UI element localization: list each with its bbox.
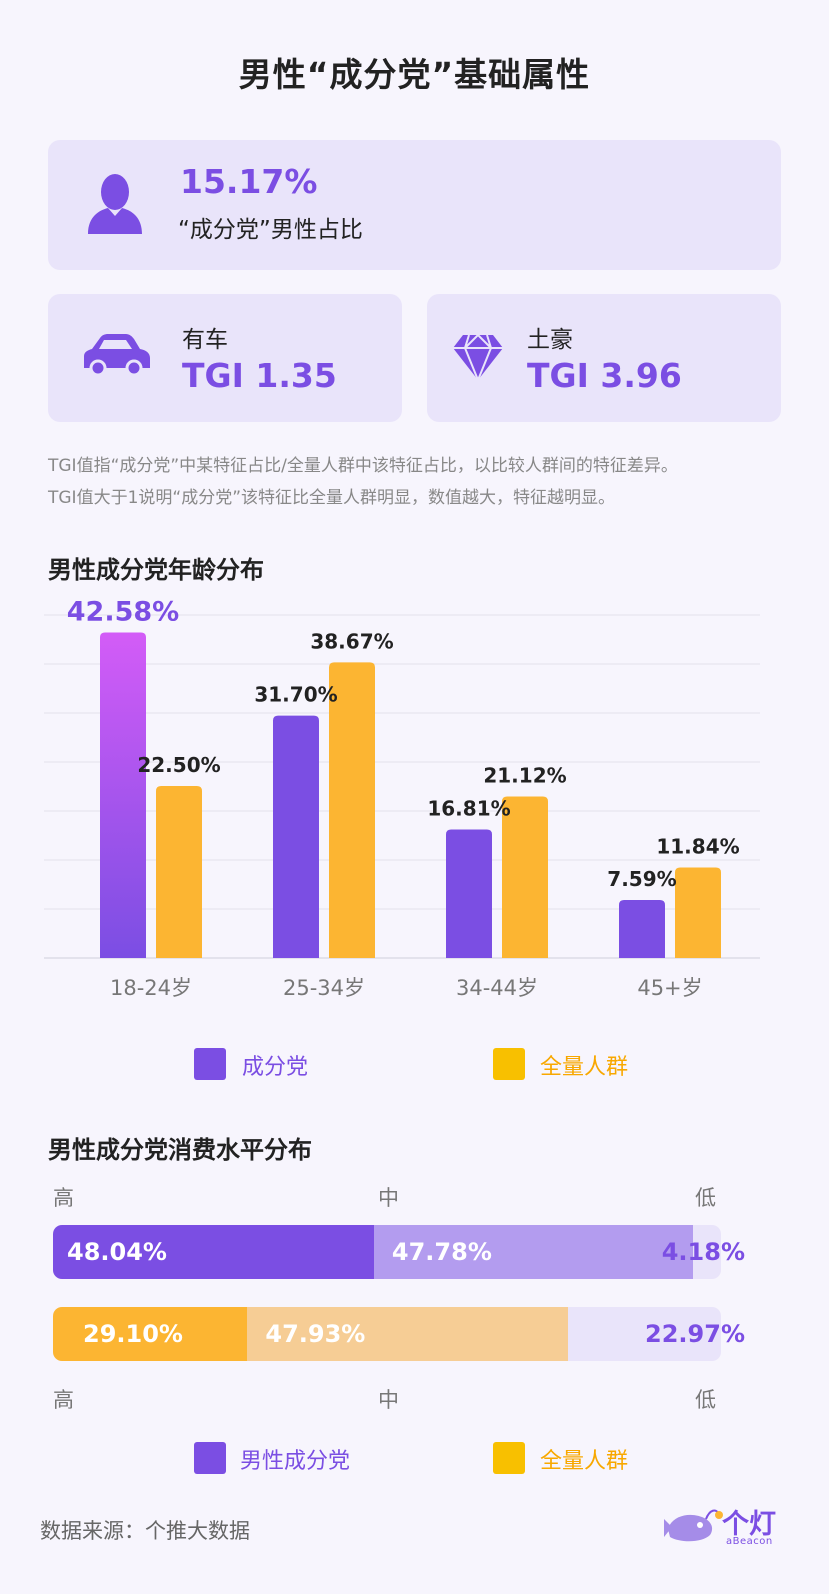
tgi-note: TGI值指“成分党”中某特征占比/全量人群中该特征占比，以比较人群间的特征差异。… <box>48 450 808 514</box>
bar-segment-2 <box>446 829 492 958</box>
car-card: 有车 TGI 1.35 <box>48 294 402 422</box>
car-label: 有车 <box>182 327 228 353</box>
spending-seg-1-0 <box>53 1307 248 1361</box>
tgi-note-line: TGI值大于1说明“成分党”该特征比全量人群明显，数值越大，特征越明显。 <box>48 488 616 508</box>
male-share-value: 15.17% <box>180 162 318 201</box>
data-label: 38.67% <box>310 629 393 653</box>
logo-sub: aBeacon <box>726 1536 773 1547</box>
legend-label-all: 全量人群 <box>540 1055 629 1080</box>
spending-label: 47.93% <box>265 1320 366 1348</box>
level-low-bottom: 低 <box>695 1388 716 1412</box>
data-label: 16.81% <box>427 796 510 820</box>
data-source: 数据来源：个推大数据 <box>40 1519 250 1543</box>
level-high-top: 高 <box>53 1186 74 1210</box>
level-mid-top: 中 <box>378 1186 399 1210</box>
car-tgi: TGI 1.35 <box>182 356 337 395</box>
male-share-label: “成分党”男性占比 <box>178 217 363 243</box>
level-mid-bottom: 中 <box>378 1388 399 1412</box>
bar-all-0 <box>156 786 202 958</box>
x-tick-label: 34-44岁 <box>456 976 538 1000</box>
data-label: 21.12% <box>483 764 566 788</box>
spending-label: 4.18% <box>661 1238 745 1266</box>
person-icon <box>84 172 146 236</box>
legend-swatch-all-2 <box>493 1442 525 1474</box>
legend-swatch-all <box>493 1048 525 1080</box>
data-label: 31.70% <box>254 683 337 707</box>
data-label: 7.59% <box>607 867 676 891</box>
data-label: 11.84% <box>656 834 739 858</box>
legend-label-all-2: 全量人群 <box>540 1449 629 1474</box>
spending-seg-0-0 <box>53 1225 374 1279</box>
spending-seg-0-2 <box>693 1225 721 1279</box>
level-high-bottom: 高 <box>53 1388 74 1412</box>
x-tick-label: 25-34岁 <box>283 976 365 1000</box>
spending-bar-all <box>53 1307 721 1361</box>
legend-swatch-segment <box>194 1048 226 1080</box>
level-low-top: 低 <box>695 1186 716 1210</box>
anglerfish-icon <box>662 1505 724 1547</box>
legend-label-segment: 成分党 <box>242 1055 309 1080</box>
spending-seg-1-1 <box>247 1307 568 1361</box>
spending-label: 47.78% <box>391 1238 492 1266</box>
bar-segment-3 <box>619 899 665 958</box>
rich-label: 土豪 <box>527 327 573 353</box>
car-icon <box>80 332 152 376</box>
bar-all-1 <box>329 662 375 958</box>
page-title: 男性“成分党”基础属性 <box>238 55 591 94</box>
spending-label: 29.10% <box>83 1320 183 1348</box>
legend-swatch-male-segment <box>194 1442 226 1474</box>
spending-bar-segment <box>53 1225 721 1279</box>
age-section-title: 男性成分党年龄分布 <box>48 556 264 584</box>
logo-name: 个灯 <box>722 1509 776 1540</box>
bar-all-3 <box>675 867 721 958</box>
data-label: 42.58% <box>67 596 179 627</box>
spending-seg-0-1 <box>373 1225 694 1279</box>
bar-all-2 <box>502 796 548 958</box>
x-tick-label: 18-24岁 <box>110 976 192 1000</box>
rich-card: 土豪 TGI 3.96 <box>427 294 781 422</box>
rich-tgi: TGI 3.96 <box>527 356 682 395</box>
age-distribution-chart: 42.58% 22.50% 18-24岁 31.70% 38.67% 25-34岁 16.8… <box>44 596 760 1000</box>
spending-seg-1-2 <box>567 1307 721 1361</box>
bar-segment-0 <box>100 632 146 958</box>
data-label: 22.50% <box>137 753 220 777</box>
legend-label-male-segment: 男性成分党 <box>240 1449 351 1474</box>
spending-label: 48.04% <box>67 1238 167 1266</box>
x-tick-label: 45+岁 <box>637 976 702 1000</box>
spending-section-title: 男性成分党消费水平分布 <box>48 1136 312 1164</box>
tgi-note-line: TGI值指“成分党”中某特征占比/全量人群中该特征占比，以比较人群间的特征差异。 <box>48 456 678 476</box>
spending-label: 22.97% <box>645 1320 745 1348</box>
bar-segment-1 <box>273 715 319 958</box>
diamond-icon <box>451 332 505 382</box>
male-share-card: 15.17% “成分党”男性占比 <box>48 140 781 270</box>
